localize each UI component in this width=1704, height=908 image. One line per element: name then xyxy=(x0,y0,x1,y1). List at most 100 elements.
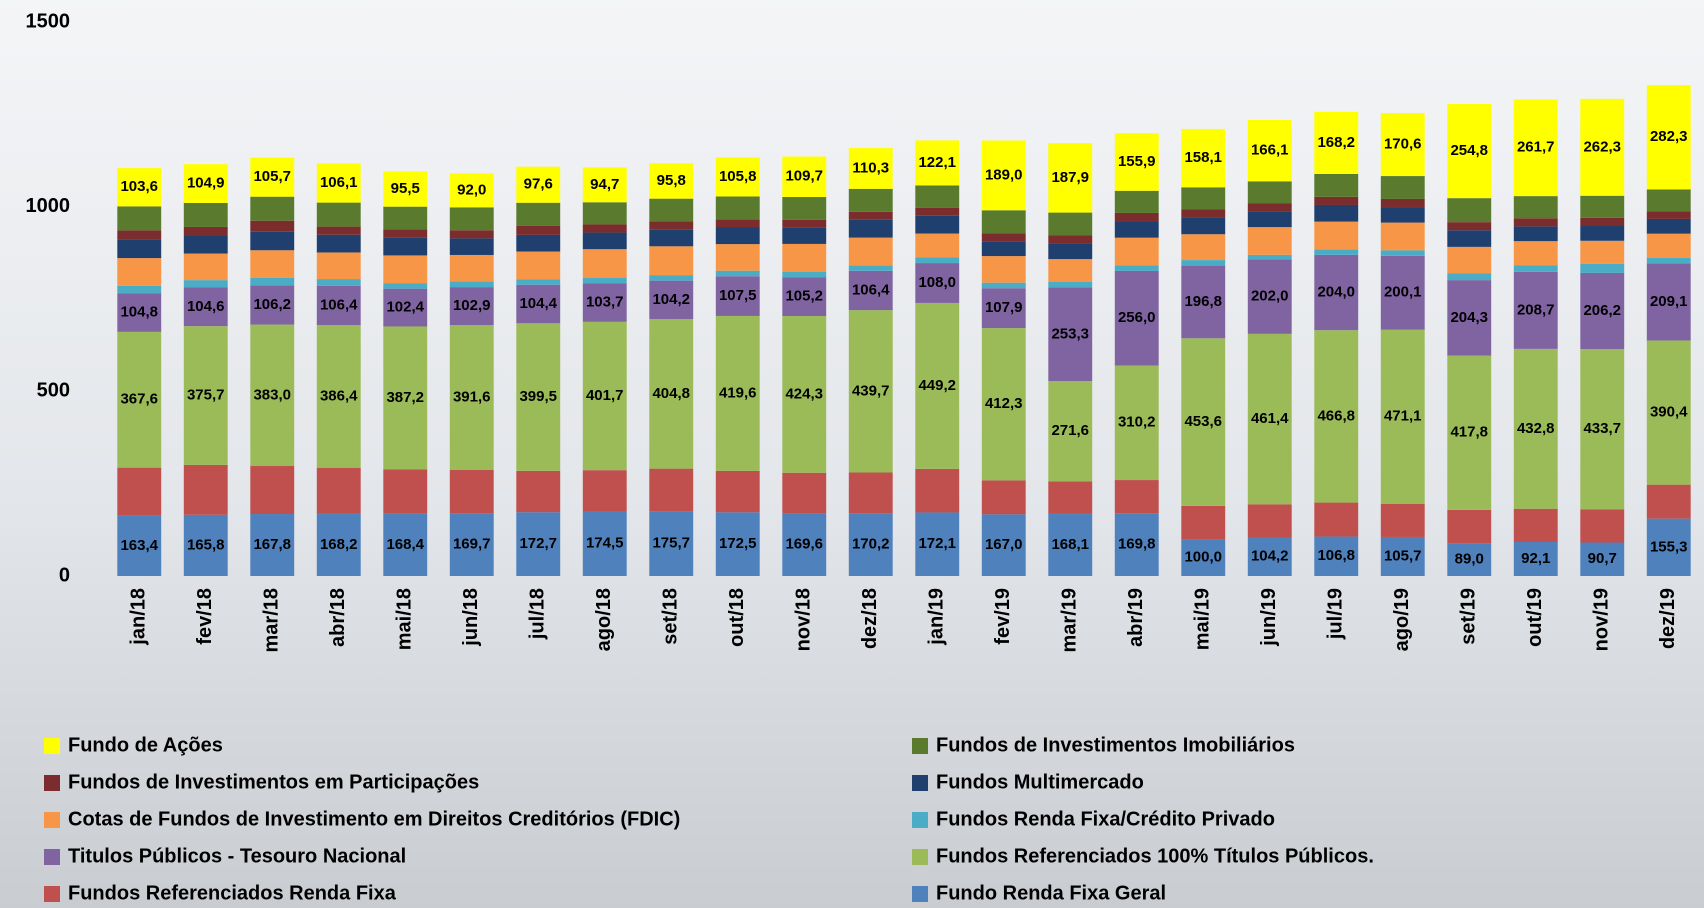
data-label: 383,0 xyxy=(253,386,291,403)
bar-segment xyxy=(649,222,693,230)
bar-segment xyxy=(184,280,228,287)
legend-label: Fundos Multimercado xyxy=(936,771,1144,793)
data-label: 105,8 xyxy=(719,168,757,185)
bar-segment xyxy=(1181,260,1225,266)
bar-segment xyxy=(915,469,959,513)
bar-segment xyxy=(782,227,826,244)
bar-segment xyxy=(1381,199,1425,207)
bar-segment xyxy=(1048,282,1092,288)
legend-swatch xyxy=(44,849,60,865)
bar-segment xyxy=(117,240,161,258)
bar-segment xyxy=(1181,506,1225,539)
data-label: 90,7 xyxy=(1588,550,1617,567)
bar-segment xyxy=(1248,203,1292,211)
data-label: 439,7 xyxy=(852,382,890,399)
bar-segment xyxy=(184,465,228,515)
data-label: 391,6 xyxy=(453,388,491,405)
x-tick-label: set/18 xyxy=(660,588,682,645)
bar-segment xyxy=(317,203,361,227)
legend-label: Fundo de Ações xyxy=(68,734,223,756)
bar-segment xyxy=(649,469,693,511)
legend-swatch xyxy=(912,886,928,902)
bar-segment xyxy=(583,233,627,250)
bar-segment xyxy=(1381,223,1425,251)
bar-segment xyxy=(1514,241,1558,265)
data-label: 256,0 xyxy=(1118,309,1156,326)
legend-swatch xyxy=(44,886,60,902)
data-label: 471,1 xyxy=(1384,408,1422,425)
bar-segment xyxy=(1181,187,1225,209)
data-label: 168,2 xyxy=(320,536,358,553)
bar-segment xyxy=(1381,176,1425,199)
legend-swatch xyxy=(44,812,60,828)
data-label: 92,0 xyxy=(457,181,486,198)
bar-segment xyxy=(383,207,427,230)
data-label: 453,6 xyxy=(1184,413,1222,430)
legend-label: Fundos Referenciados 100% Títulos Públic… xyxy=(936,845,1374,867)
bar-segment xyxy=(184,254,228,281)
bar-segment xyxy=(1314,222,1358,250)
legend-swatch xyxy=(44,738,60,754)
data-label: 399,5 xyxy=(519,388,557,405)
x-tick-label: mai/18 xyxy=(394,588,416,650)
legend-label: Fundos de Investimentos Imobiliários xyxy=(936,734,1295,756)
x-tick-label: mar/19 xyxy=(1059,588,1081,653)
bar-segment xyxy=(915,258,959,264)
bar-segment xyxy=(450,282,494,288)
data-label: 367,6 xyxy=(120,391,158,408)
bar-segment xyxy=(1580,226,1624,241)
data-label: 401,7 xyxy=(586,387,624,404)
bar-segment xyxy=(649,199,693,222)
bar-segment xyxy=(1647,189,1691,211)
bar-segment xyxy=(250,221,294,232)
data-label: 387,2 xyxy=(386,389,424,406)
bar-segment xyxy=(516,279,560,285)
x-tick-label: out/19 xyxy=(1524,588,1546,647)
data-label: 206,2 xyxy=(1583,302,1621,319)
x-tick-label: dez/18 xyxy=(859,588,881,649)
bar-segment xyxy=(184,235,228,253)
bar-segment xyxy=(1248,227,1292,255)
bar-segment xyxy=(450,238,494,255)
data-label: 109,7 xyxy=(785,168,823,185)
bar-segment xyxy=(982,283,1026,289)
data-label: 92,1 xyxy=(1521,550,1550,567)
data-label: 106,2 xyxy=(253,296,291,313)
x-tick-label: nov/18 xyxy=(793,588,815,651)
bar-segment xyxy=(1580,241,1624,264)
data-label: 466,8 xyxy=(1317,407,1355,424)
bar-segment xyxy=(1381,207,1425,223)
bar-segment xyxy=(716,227,760,244)
x-tick-label: jun/19 xyxy=(1258,588,1280,647)
bar-segment xyxy=(1447,273,1491,280)
data-label: 100,0 xyxy=(1184,549,1222,566)
data-label: 170,2 xyxy=(852,536,890,553)
bar-segment xyxy=(1248,504,1292,537)
bar-segment xyxy=(383,283,427,289)
bar-segment xyxy=(1514,226,1558,241)
x-tick-label: jan/18 xyxy=(128,588,150,646)
bar-segment xyxy=(649,246,693,275)
data-label: 168,4 xyxy=(386,536,424,553)
data-label: 106,8 xyxy=(1317,547,1355,564)
x-tick-label: jan/19 xyxy=(926,588,948,646)
x-tick-label: fev/19 xyxy=(992,588,1014,645)
data-label: 165,8 xyxy=(187,536,225,553)
data-label: 282,3 xyxy=(1650,128,1688,145)
bar-segment xyxy=(782,197,826,220)
y-tick-label: 1000 xyxy=(26,195,71,217)
data-label: 106,4 xyxy=(852,281,890,298)
bar-segment xyxy=(849,220,893,238)
data-label: 200,1 xyxy=(1384,284,1422,301)
bar-segment xyxy=(516,471,560,512)
bar-segment xyxy=(915,216,959,234)
bar-segment xyxy=(982,241,1026,256)
bar-segment xyxy=(583,249,627,278)
bar-segment xyxy=(317,235,361,253)
bar-segment xyxy=(117,286,161,293)
bar-segment xyxy=(317,468,361,514)
data-label: 104,4 xyxy=(519,295,557,312)
data-label: 102,4 xyxy=(386,299,424,316)
data-label: 170,6 xyxy=(1384,136,1422,153)
bar-segment xyxy=(1048,244,1092,260)
